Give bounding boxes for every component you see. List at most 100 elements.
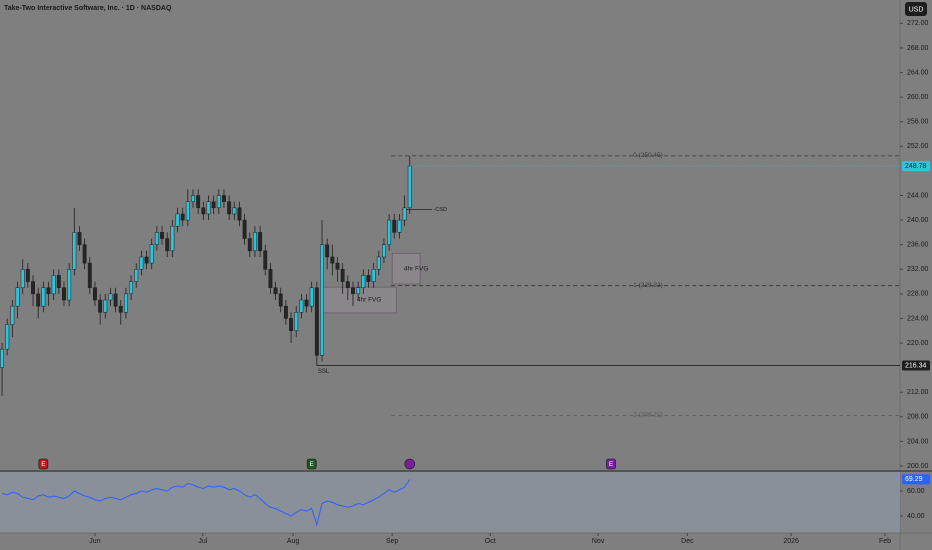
x-tick-label: Jul [198, 538, 207, 545]
candle-body [289, 318, 294, 332]
candle-body [154, 232, 159, 245]
y-tick-label: 212.00 [907, 389, 929, 396]
candle-body [376, 256, 381, 270]
indicator-tick-label: 40.00 [907, 513, 925, 520]
y-tick-label: 236.00 [907, 242, 929, 249]
currency-label[interactable]: USD [909, 6, 924, 13]
candle-body [397, 219, 402, 233]
candle-body [98, 299, 103, 313]
candle-body [247, 238, 252, 252]
candle-body [407, 165, 412, 209]
y-tick-label: 256.00 [907, 119, 929, 126]
candle-body [72, 232, 77, 270]
y-tick-label: 224.00 [907, 315, 929, 322]
candle-body [62, 287, 66, 301]
y-tick-label: 272.00 [907, 20, 929, 27]
chart-title: Take-Two Interactive Software, Inc. · 1D… [4, 5, 172, 12]
candle-body [87, 262, 92, 288]
candle-body [129, 281, 134, 295]
candle-body [25, 269, 30, 282]
candle-body [5, 324, 10, 350]
y-tick-label: 268.00 [907, 45, 929, 52]
candle-body [263, 250, 268, 270]
candle-body [351, 287, 355, 295]
candle-body [278, 293, 283, 307]
candle-body [211, 201, 216, 209]
candle-body [361, 275, 366, 288]
candle-body [149, 244, 154, 264]
fib-label: 2 (208.21) [633, 412, 663, 419]
y-tick-label: 208.00 [907, 414, 929, 421]
candle-body [227, 201, 232, 215]
candle-body [320, 244, 324, 356]
x-tick-label: Feb [879, 538, 891, 545]
candle-body [273, 287, 278, 295]
fib-label: 1 (229.33) [633, 282, 663, 289]
y-tick-label: 200.00 [907, 463, 929, 470]
earnings-label: E [310, 462, 314, 468]
candle-body [93, 287, 97, 301]
indicator-line [1, 479, 411, 527]
candle-body [36, 293, 41, 307]
candle-body [170, 225, 175, 252]
candle-body [237, 207, 242, 221]
candle-body [268, 269, 273, 288]
candle-body [103, 299, 108, 313]
y-tick-label: 220.00 [907, 340, 929, 347]
candle-body [191, 195, 195, 202]
earnings-marker [306, 458, 317, 470]
candle-body [0, 348, 5, 368]
candle-body [381, 244, 386, 258]
candle-body [15, 287, 20, 307]
candle-body [314, 287, 319, 356]
candle-body [113, 293, 118, 307]
fvg-zone [391, 252, 421, 285]
candle-body [10, 305, 15, 325]
candle-body [309, 287, 314, 307]
candle-body [134, 269, 139, 282]
fvg-label: 4hr FVG [357, 297, 382, 304]
candle-body [258, 232, 263, 252]
candle-body [330, 256, 335, 264]
candle-body [123, 293, 128, 313]
candle-body [206, 201, 211, 215]
candle-body [252, 232, 257, 252]
candle-body [216, 195, 221, 209]
candle-body [356, 287, 361, 295]
y-tick-label: 260.00 [907, 94, 929, 101]
candle-body [185, 201, 190, 221]
x-tick-label: Oct [485, 538, 496, 545]
x-tick-label: Sep [386, 538, 399, 545]
candle-body [31, 281, 35, 295]
indicator-badge-label: 69.29 [905, 476, 923, 483]
candle-body [371, 269, 376, 282]
x-tick-label: Dec [681, 538, 694, 545]
candle-body [67, 269, 72, 301]
indicator-badge [902, 474, 930, 485]
candle-body [294, 312, 299, 332]
candle-body [201, 207, 206, 215]
candle-body [283, 305, 288, 319]
fvg-label: 4hr FVG [404, 265, 429, 272]
y-tick-label: 252.00 [907, 143, 929, 150]
candle-body [222, 195, 226, 202]
y-tick-label: 264.00 [907, 69, 929, 76]
csd-label: -CSD [433, 207, 446, 213]
candle-body [387, 219, 392, 245]
candle-body [392, 219, 397, 233]
currency-button[interactable] [905, 2, 927, 16]
ssl-label: SSL [318, 369, 330, 375]
candle-body [108, 293, 113, 301]
x-tick-label: 2026 [783, 538, 799, 545]
candle-body [345, 281, 350, 288]
candle-body [340, 269, 345, 282]
price-badge [902, 360, 930, 371]
candle-body [325, 244, 330, 258]
candle-body [299, 299, 304, 313]
price-badge-label: 216.34 [905, 362, 927, 369]
candle-body [180, 213, 185, 221]
fib-label: 0 (250.45) [633, 152, 663, 159]
candle-body [196, 195, 201, 209]
last-price-badge [902, 161, 930, 172]
